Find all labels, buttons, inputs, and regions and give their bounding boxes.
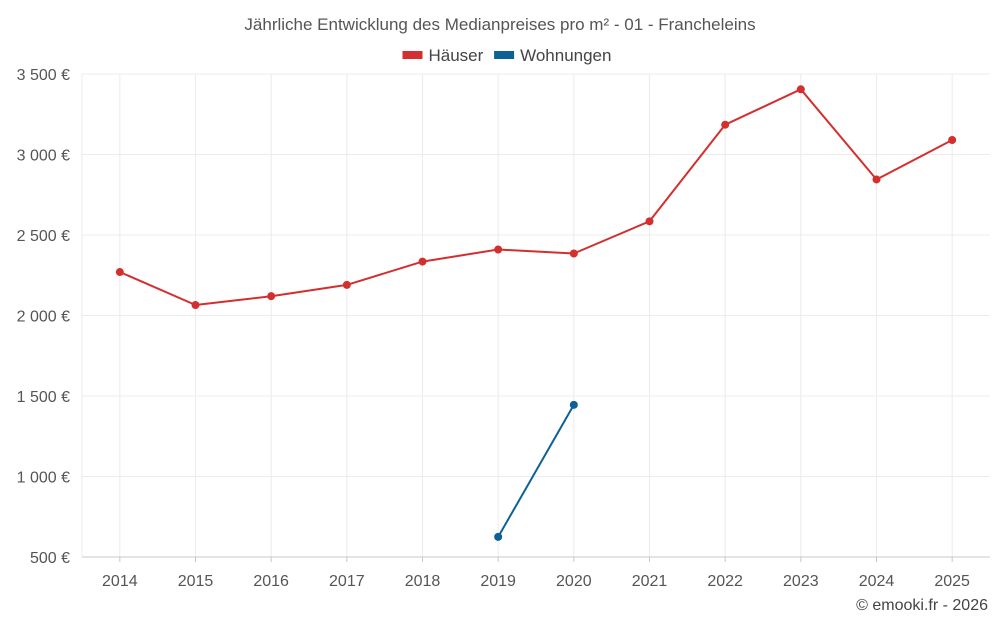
data-point-h-user[interactable] (796, 85, 805, 94)
data-point-h-user[interactable] (872, 175, 881, 184)
legend-item-wohnungen[interactable]: Wohnungen (494, 46, 611, 65)
y-tick-label: 2 000 € (17, 309, 70, 326)
x-tick-label: 2019 (480, 573, 516, 590)
legend-label: Wohnungen (520, 46, 611, 65)
series (115, 85, 957, 541)
legend-label: Häuser (429, 46, 484, 65)
legend-swatch (494, 51, 515, 59)
x-tick-label: 2016 (253, 573, 289, 590)
data-point-wohnungen[interactable] (494, 532, 503, 541)
chart-title: Jährliche Entwicklung des Medianpreises … (244, 15, 755, 34)
x-tick-label: 2014 (102, 573, 138, 590)
data-point-h-user[interactable] (721, 120, 730, 129)
data-point-h-user[interactable] (191, 301, 200, 310)
x-tick-label: 2020 (556, 573, 592, 590)
legend-item-h-user[interactable]: Häuser (402, 46, 484, 65)
data-point-h-user[interactable] (342, 280, 351, 289)
axes: 500 € 1 000 € 1 500 € 2 000 € 2 500 € 3 000 €… (17, 67, 990, 590)
grid (81, 73, 990, 557)
x-tick-label: 2015 (178, 573, 214, 590)
data-point-h-user[interactable] (494, 245, 503, 254)
data-point-h-user[interactable] (267, 292, 276, 301)
x-tick-label: 2023 (783, 573, 819, 590)
x-tick-label: 2025 (934, 573, 970, 590)
series-line-h-user (119, 88, 953, 306)
x-tick-label: 2018 (405, 573, 441, 590)
data-point-h-user[interactable] (645, 217, 654, 226)
data-point-h-user[interactable] (948, 136, 957, 145)
credit-text: © emooki.fr - 2026 (856, 597, 988, 614)
x-tick-label: 2022 (707, 573, 743, 590)
data-point-h-user[interactable] (418, 257, 427, 266)
y-tick-label: 1 000 € (17, 470, 70, 487)
x-tick-label: 2017 (329, 573, 365, 590)
data-point-h-user[interactable] (569, 249, 578, 258)
y-tick-label: 2 500 € (17, 228, 70, 245)
x-tick-label: 2021 (632, 573, 668, 590)
legend[interactable]: Häuser Wohnungen (402, 46, 612, 65)
legend-swatch (402, 51, 423, 59)
series-wohnungen (494, 400, 578, 541)
y-tick-label: 3 000 € (17, 148, 70, 165)
data-point-h-user[interactable] (115, 268, 124, 277)
series-line-wohnungen (497, 404, 575, 538)
y-tick-label: 3 500 € (17, 67, 70, 84)
y-tick-label: 500 € (30, 550, 70, 567)
data-point-wohnungen[interactable] (569, 400, 578, 409)
y-tick-label: 1 500 € (17, 389, 70, 406)
series-h-user (115, 85, 957, 310)
x-tick-label: 2024 (859, 573, 895, 590)
